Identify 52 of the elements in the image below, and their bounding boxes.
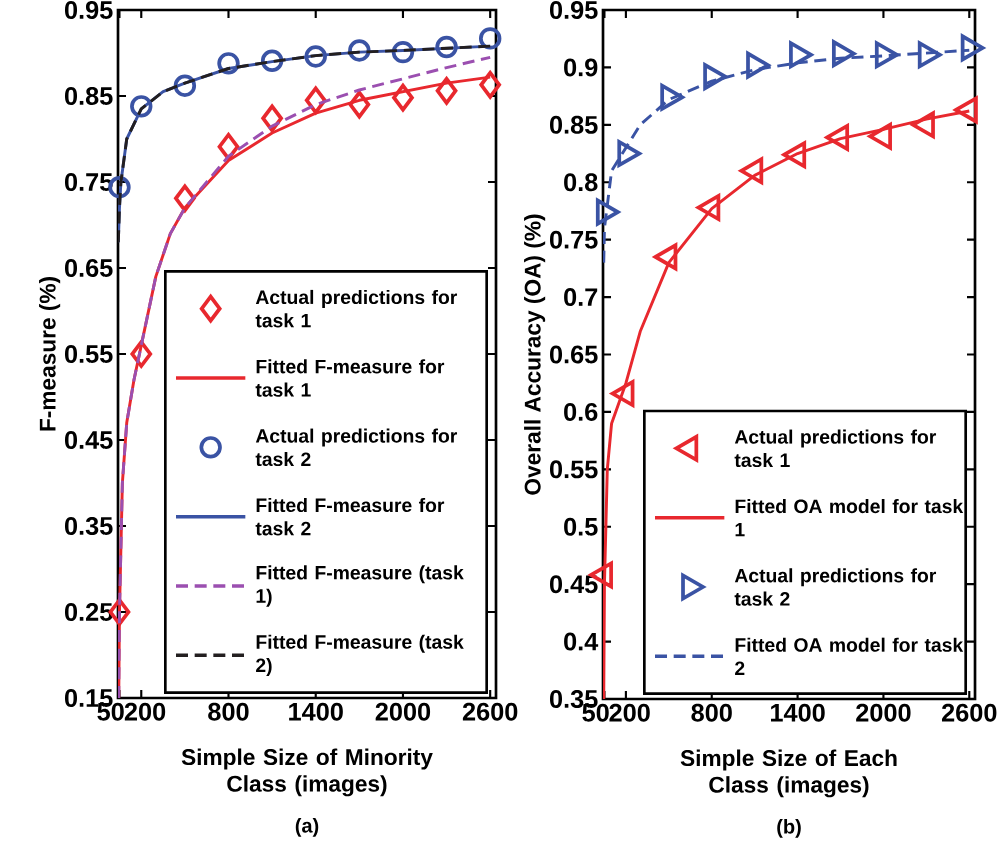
y-tick-label: 0.95: [549, 1, 598, 19]
y-tick-label: 0.45: [549, 575, 598, 594]
y-tick-label: 0.65: [64, 259, 113, 277]
y-axis-title: Overall Accuracy (OA) (%): [524, 214, 546, 495]
x-tick-label: 2000: [856, 703, 911, 722]
legend-label: Actual predictions for task 1: [255, 289, 458, 328]
point: [435, 35, 458, 59]
y-tick-label: 0.75: [549, 230, 598, 249]
x-tick-label: 200: [124, 702, 166, 721]
y-tick-label: 0.55: [64, 345, 113, 363]
x-tick-label: 800: [691, 703, 732, 722]
x-axis-title: Simple Size of Each Class (images): [680, 749, 897, 798]
x-tick-label: 2600: [941, 703, 997, 722]
x-tick-label: 1400: [771, 703, 825, 722]
legend-label: Actual predictions for task 2: [734, 568, 937, 606]
y-tick-label: 0.95: [64, 1, 113, 19]
y-tick-label: 0.65: [549, 345, 598, 364]
y-tick-label: 0.5: [564, 517, 598, 536]
legend-label: Fitted F-measure (task 1): [256, 565, 464, 607]
y-tick-label: 0.6: [564, 402, 598, 421]
y-tick-label: 0.85: [549, 115, 598, 134]
legend-label: Fitted F-measure for task 1: [255, 359, 445, 397]
y-tick-label: 0.8: [564, 173, 598, 192]
legend-label: Fitted OA model for task 2: [735, 637, 964, 675]
point: [392, 83, 414, 112]
x-tick-label: 1400: [289, 702, 343, 721]
text: (b): [777, 819, 801, 838]
legend-label: Fitted OA model for task 1: [735, 498, 964, 537]
y-tick-label: 0.9: [564, 58, 598, 77]
y-tick-label: 0.4: [564, 632, 599, 651]
y-axis-title: F-measure (%): [39, 277, 61, 431]
x-tick-label: 800: [208, 702, 249, 721]
point: [348, 90, 371, 119]
x-axis-title: Simple Size of Minority Class (images): [181, 748, 433, 797]
y-tick-label: 0.55: [549, 460, 598, 479]
legend-label: Fitted F-measure for task 2: [255, 497, 445, 536]
x-tick-label: 2600: [462, 702, 518, 721]
y-tick-label: 0.7: [564, 288, 598, 307]
y-tick-label: 0.35: [64, 517, 113, 535]
legend-label: Actual predictions for task 2: [255, 428, 458, 467]
legend-label: Actual predictions for task 1: [734, 429, 937, 468]
y-tick-label: 0.85: [64, 87, 113, 105]
text: (a): [295, 818, 319, 837]
point: [391, 40, 415, 64]
point: [435, 76, 458, 105]
legend-label: Fitted F-measure (task 2): [256, 634, 464, 677]
point: [304, 45, 327, 68]
x-tick-label: 200: [609, 703, 650, 722]
point: [217, 52, 240, 75]
y-tick-label: 0.45: [64, 431, 113, 449]
x-tick-label: 2000: [375, 702, 431, 721]
point: [130, 95, 153, 118]
